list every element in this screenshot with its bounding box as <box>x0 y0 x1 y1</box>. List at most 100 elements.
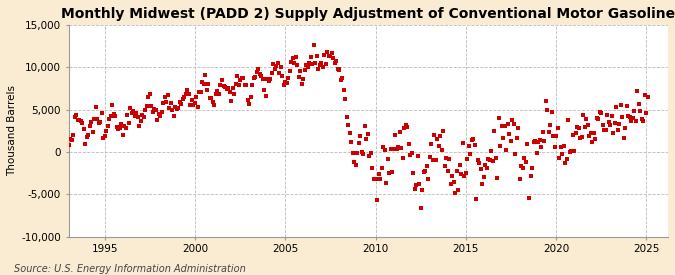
Point <box>333 67 344 71</box>
Point <box>614 122 624 126</box>
Point <box>176 102 187 106</box>
Point <box>575 136 586 140</box>
Point <box>381 181 392 185</box>
Point <box>418 169 429 174</box>
Point <box>366 151 377 155</box>
Point <box>124 121 134 125</box>
Point <box>206 96 217 100</box>
Point <box>583 123 593 127</box>
Point <box>209 103 220 107</box>
Point <box>468 137 479 141</box>
Point <box>284 69 295 73</box>
Point <box>213 92 224 96</box>
Point <box>356 150 367 154</box>
Point <box>164 106 175 110</box>
Point <box>158 101 169 105</box>
Point <box>500 123 510 128</box>
Point <box>397 156 408 160</box>
Point <box>323 53 334 58</box>
Point <box>348 151 358 155</box>
Point <box>442 169 453 174</box>
Point <box>261 94 271 98</box>
Point <box>120 125 131 130</box>
Point <box>298 77 308 81</box>
Point <box>152 118 163 123</box>
Point <box>315 63 325 67</box>
Point <box>250 75 261 79</box>
Point <box>477 182 488 186</box>
Point <box>620 125 630 130</box>
Point <box>425 154 435 159</box>
Point <box>132 115 143 119</box>
Point <box>489 128 500 133</box>
Point <box>578 113 589 117</box>
Point <box>65 137 76 141</box>
Point <box>602 113 613 117</box>
Point <box>248 75 259 80</box>
Point <box>564 150 575 155</box>
Point <box>174 100 185 104</box>
Point <box>493 116 504 120</box>
Point <box>86 120 97 125</box>
Point <box>435 134 446 138</box>
Point <box>241 83 252 87</box>
Point <box>244 102 254 106</box>
Point <box>409 187 420 191</box>
Point <box>141 104 152 108</box>
Point <box>311 54 322 58</box>
Point <box>80 142 90 146</box>
Point <box>290 55 301 59</box>
Point <box>254 72 265 76</box>
Point <box>492 175 503 180</box>
Point <box>383 171 394 175</box>
Point <box>301 63 312 67</box>
Point <box>633 102 644 106</box>
Point <box>135 119 146 124</box>
Point <box>612 128 623 132</box>
Point <box>387 170 398 175</box>
Point <box>423 177 433 181</box>
Point <box>403 142 414 147</box>
Point <box>155 114 165 119</box>
Point <box>191 95 202 99</box>
Point <box>97 110 107 115</box>
Point <box>539 139 549 143</box>
Point <box>360 124 371 128</box>
Point <box>362 132 373 136</box>
Point <box>587 140 597 144</box>
Point <box>119 124 130 128</box>
Point <box>242 98 253 102</box>
Point <box>528 139 539 144</box>
Point <box>452 169 462 174</box>
Point <box>163 93 173 98</box>
Point <box>167 108 178 112</box>
Point <box>551 134 562 138</box>
Point <box>605 123 616 127</box>
Point <box>173 106 184 110</box>
Point <box>599 128 610 132</box>
Point <box>319 53 329 57</box>
Point <box>355 134 366 138</box>
Point <box>438 128 449 133</box>
Point <box>618 136 629 141</box>
Point <box>466 138 477 142</box>
Point <box>93 120 104 125</box>
Point <box>376 166 387 170</box>
Title: Monthly Midwest (PADD 2) Supply Adjustment of Conventional Motor Gasoline: Monthly Midwest (PADD 2) Supply Adjustme… <box>61 7 675 21</box>
Point <box>439 163 450 168</box>
Y-axis label: Thousand Barrels: Thousand Barrels <box>7 85 17 176</box>
Point <box>329 60 340 65</box>
Point <box>446 182 456 186</box>
Point <box>265 77 275 81</box>
Point <box>280 79 291 84</box>
Point <box>159 95 170 99</box>
Point <box>230 82 241 86</box>
Point <box>349 160 360 164</box>
Point <box>105 114 116 119</box>
Point <box>589 131 599 135</box>
Point <box>623 114 634 118</box>
Point <box>227 86 238 90</box>
Point <box>271 64 281 68</box>
Point <box>90 105 101 109</box>
Point <box>69 114 80 119</box>
